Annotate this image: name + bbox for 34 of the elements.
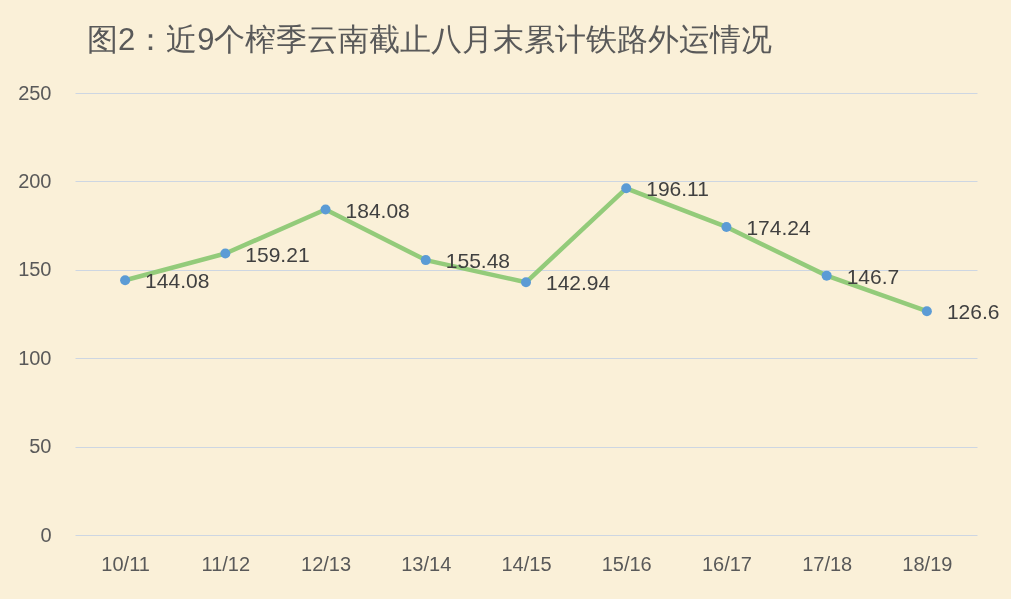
- x-tick-label: 14/15: [501, 552, 552, 575]
- y-tick-label: 50: [29, 435, 52, 458]
- chart-title: 图2：近9个榨季云南截止八月末累计铁路外运情况: [87, 22, 773, 57]
- data-label: 144.08: [145, 269, 210, 293]
- data-label: 126.6: [946, 300, 1000, 324]
- x-tick-label: 16/17: [701, 552, 752, 575]
- point: [420, 255, 431, 266]
- x-tick-label: 11/12: [201, 552, 251, 575]
- data-label: 184.08: [345, 198, 410, 222]
- point: [521, 277, 531, 288]
- point: [120, 275, 131, 286]
- x-tick-label: 10/11: [101, 552, 150, 575]
- x-tick-label: 18/19: [902, 552, 953, 575]
- data-label: 142.94: [546, 271, 611, 295]
- data-label: 146.7: [846, 264, 900, 288]
- x-tick-label: 13/14: [401, 552, 452, 575]
- y-tick-label: 150: [18, 258, 52, 281]
- point: [220, 248, 231, 259]
- point: [320, 204, 331, 215]
- y-tick-label: 200: [18, 169, 52, 192]
- x-tick-label: 12/13: [301, 552, 352, 575]
- point: [721, 221, 732, 232]
- data-label: 174.24: [746, 215, 811, 239]
- point: [621, 183, 632, 194]
- data-label: 196.11: [646, 177, 709, 201]
- y-tick-label: 250: [18, 81, 52, 104]
- point: [921, 306, 932, 317]
- x-tick-label: 15/16: [601, 552, 652, 575]
- point: [821, 270, 832, 281]
- x-tick-label: 17/18: [802, 552, 853, 575]
- data-label: 159.21: [245, 242, 310, 266]
- y-tick-label: 0: [40, 523, 52, 546]
- y-tick-label: 100: [18, 346, 52, 369]
- data-label: 155.48: [445, 249, 511, 273]
